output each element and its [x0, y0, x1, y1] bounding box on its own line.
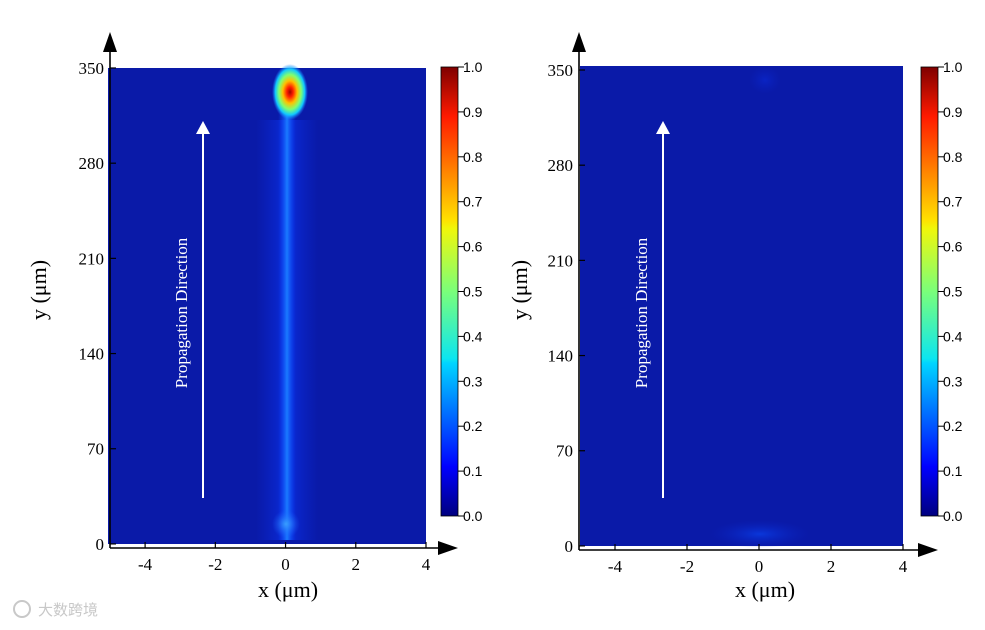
left-colorbar-tick-label: 0.0: [463, 508, 483, 524]
left-arrow-head: [196, 121, 210, 134]
right-colorbar-tick-label: 0.2: [943, 418, 963, 434]
right-colorbar-tick-label: 0.9: [943, 104, 963, 120]
right-heatmap-background: [580, 66, 903, 546]
right-x-tick-label: -2: [680, 557, 694, 576]
left-colorbar-tick-label: 0.9: [463, 104, 483, 120]
right-propagation-label: Propagation Direction: [632, 237, 651, 388]
right-x-ticks: -4 -2 0 2 4: [608, 544, 908, 576]
right-colorbar-tick-label: 0.7: [943, 194, 963, 210]
right-x-tick-label: -4: [608, 557, 623, 576]
right-colorbar-tick-label: 0.3: [943, 373, 963, 389]
left-x-tick-label: -4: [138, 555, 153, 574]
watermark-text: 大数跨境: [38, 601, 98, 619]
left-y-axis-arrow: [103, 32, 117, 52]
left-y-tick-label: 350: [79, 59, 105, 78]
watermark-logo-icon: [13, 600, 31, 618]
left-y-tick-label: 210: [79, 249, 105, 268]
left-colorbar-ticks: 0.0 0.1 0.2 0.3 0.4 0.5 0.6 0.7 0.8 0.9 1.0: [458, 59, 483, 524]
left-y-axis-label: y (μm): [26, 260, 51, 320]
left-colorbar-tick-label: 0.4: [463, 328, 483, 344]
left-x-ticks: -4 -2 0 2 4: [138, 542, 431, 574]
left-colorbar-tick-label: 0.6: [463, 239, 483, 255]
left-panel: Propagation Direction 0 70 140 210 280 350 -4…: [26, 32, 483, 602]
left-beam-core: [278, 110, 296, 540]
watermark: 大数跨境: [13, 600, 98, 619]
left-y-tick-label: 140: [79, 345, 105, 364]
left-colorbar-tick-label: 0.2: [463, 418, 483, 434]
right-colorbar: [920, 66, 939, 517]
right-arrow-head: [656, 121, 670, 134]
right-input-spot: [710, 520, 810, 548]
right-colorbar-tick-label: 0.8: [943, 149, 963, 165]
right-colorbar-tick-label: 0.4: [943, 328, 963, 344]
right-y-tick-label: 280: [548, 156, 574, 175]
left-x-tick-label: -2: [208, 555, 222, 574]
left-input-spot: [272, 510, 300, 538]
right-colorbar-tick-label: 0.6: [943, 239, 963, 255]
right-colorbar-tick-label: 0.0: [943, 508, 963, 524]
left-y-tick-label: 0: [96, 535, 105, 554]
right-colorbar-tick-label: 0.5: [943, 284, 963, 300]
left-x-axis-arrow: [438, 541, 458, 555]
right-faint-top-spot: [749, 66, 781, 94]
left-x-tick-label: 0: [281, 555, 290, 574]
right-colorbar-tick-label: 1.0: [943, 59, 963, 75]
right-y-tick-label: 70: [556, 442, 573, 461]
left-colorbar-tick-label: 0.1: [463, 463, 483, 479]
left-y-tick-label: 280: [79, 154, 105, 173]
right-colorbar-tick-label: 0.1: [943, 463, 963, 479]
left-x-tick-label: 2: [352, 555, 361, 574]
left-focal-hotspot: [272, 64, 308, 120]
right-y-tick-label: 210: [548, 251, 574, 270]
right-x-tick-label: 2: [827, 557, 836, 576]
right-y-axis-arrow: [572, 32, 586, 52]
left-colorbar-tick-label: 0.5: [463, 284, 483, 300]
left-x-axis-label: x (μm): [258, 577, 318, 602]
right-x-tick-label: 0: [755, 557, 764, 576]
left-y-ticks: 0 70 140 210 280 350: [79, 59, 116, 554]
left-colorbar-tick-label: 1.0: [463, 59, 483, 75]
right-y-tick-label: 140: [548, 347, 574, 366]
right-x-axis-arrow: [918, 543, 938, 557]
left-x-tick-label: 4: [422, 555, 431, 574]
right-y-tick-label: 0: [565, 537, 574, 556]
right-x-tick-label: 4: [899, 557, 908, 576]
left-propagation-label: Propagation Direction: [172, 237, 191, 388]
left-colorbar-tick-label: 0.3: [463, 373, 483, 389]
right-colorbar-ticks: 0.0 0.1 0.2 0.3 0.4 0.5 0.6 0.7 0.8 0.9 1.0: [938, 59, 963, 524]
right-y-ticks: 0 70 140 210 280 350: [548, 61, 585, 556]
left-colorbar-tick-label: 0.7: [463, 194, 483, 210]
left-colorbar-tick-label: 0.8: [463, 149, 483, 165]
right-x-axis-label: x (μm): [735, 577, 795, 602]
left-y-tick-label: 70: [87, 440, 104, 459]
right-y-tick-label: 350: [548, 61, 574, 80]
right-panel: Propagation Direction 0 70 140 210 280 350 -4…: [507, 32, 963, 602]
right-y-axis-label: y (μm): [507, 260, 532, 320]
left-colorbar: [440, 66, 459, 517]
